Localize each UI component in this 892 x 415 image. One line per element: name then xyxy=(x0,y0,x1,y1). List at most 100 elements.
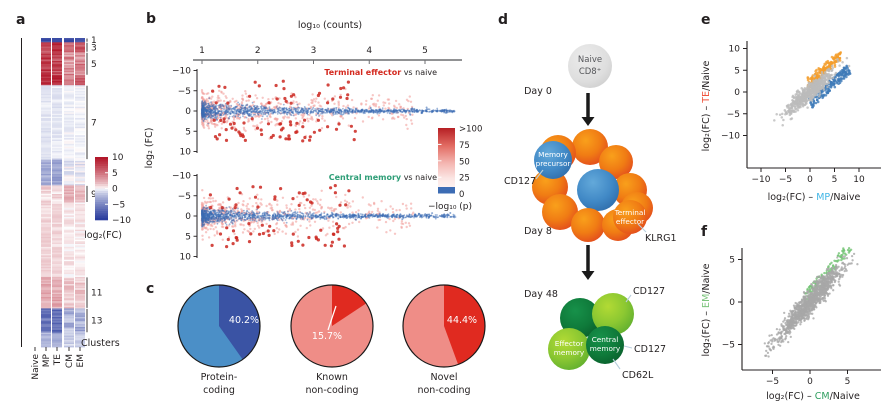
cluster-label: 1 xyxy=(91,36,97,46)
pie-caption: Novel xyxy=(430,372,457,383)
e-x-tick: −5 xyxy=(779,175,792,185)
e-y-tick: 0 xyxy=(734,88,740,98)
terminal-effector-label: Terminal xyxy=(614,208,646,217)
f-x-axis-label: log₂(FC) – CM/Naive xyxy=(766,391,860,402)
panel-a-letter: a xyxy=(16,12,26,28)
b-y-tick: −10 xyxy=(172,67,191,77)
naive-cell-label: Naive xyxy=(578,55,602,65)
cd127-top-label: CD127 xyxy=(633,286,665,297)
b-y-tick: −5 xyxy=(178,192,191,202)
e-y-tick: −10 xyxy=(721,132,740,142)
b-points-0 xyxy=(200,79,456,143)
colorbar-tick: 10 xyxy=(112,153,124,163)
b-x-tick: 5 xyxy=(422,46,428,56)
central-memory-sphere xyxy=(586,326,624,364)
b-y-tick: 5 xyxy=(185,232,191,242)
colorbar-tick: 5 xyxy=(112,169,118,179)
pie-caption: Protein- xyxy=(201,372,238,383)
pie-novel: 44.4% xyxy=(402,284,486,368)
panel-c-pie-charts: 40.2% Protein-coding 15.7% Known non-coding 4… xyxy=(177,284,486,396)
b-y-tick: −5 xyxy=(178,87,191,97)
b-y-axis-label: log₂ (FC) xyxy=(144,128,155,169)
panel-f-letter: f xyxy=(701,224,708,240)
naive-cell-sphere xyxy=(568,44,612,88)
panel-c-letter: c xyxy=(146,281,155,297)
cell-sphere xyxy=(560,298,600,338)
cluster-label: 7 xyxy=(91,118,97,128)
e-y-tick: −5 xyxy=(727,110,740,120)
f-y-tick: −5 xyxy=(722,341,735,351)
marker-line xyxy=(612,358,621,370)
b-legend-tick: 50 xyxy=(459,157,470,167)
effector-memory-sphere xyxy=(548,328,590,370)
clusters-caption: Clusters xyxy=(81,338,120,349)
column-label: CM xyxy=(65,354,75,368)
panel-b-letter: b xyxy=(146,11,157,27)
heatmap-cells xyxy=(30,38,85,348)
cd127-right-label: CD127 xyxy=(634,344,666,355)
e-x-axis-label: log₂(FC) – MP/Naive xyxy=(768,192,861,203)
b-y-tick: 10 xyxy=(180,148,192,158)
b-y-tick: 0 xyxy=(185,212,191,222)
pie-caption: coding xyxy=(203,385,235,396)
e-x-tick: 10 xyxy=(853,175,865,185)
pie-callout-line xyxy=(327,305,337,331)
b-x-axis-title: log₁₀ (counts) xyxy=(298,20,362,31)
e-x-tick: −10 xyxy=(752,175,771,185)
f-x-tick: 0 xyxy=(807,377,813,387)
day0-label: Day 0 xyxy=(524,86,552,97)
e-x-tick: 5 xyxy=(832,175,838,185)
klrg1-label: KLRG1 xyxy=(645,233,677,244)
column-label: TE xyxy=(53,354,63,366)
marker-line xyxy=(625,294,632,303)
marker-line xyxy=(637,223,647,233)
column-label: Naive xyxy=(31,354,41,380)
cluster-label: 3 xyxy=(91,43,97,53)
cluster-label: 5 xyxy=(91,60,97,70)
f-y-axis-label: log₂(FC) – EM/Naive xyxy=(701,263,712,356)
f-points xyxy=(763,247,859,358)
cluster-label: 13 xyxy=(91,317,102,327)
column-label: MP xyxy=(42,353,52,367)
colorbar-label: log₂(FC) xyxy=(84,230,122,241)
effector-memory-label: memory xyxy=(554,348,585,357)
e-x-tick: 0 xyxy=(807,175,813,185)
b-y-tick: 10 xyxy=(180,253,192,263)
memory-precursor-label: Memory xyxy=(538,150,568,159)
pie-caption: Known xyxy=(316,372,348,383)
b-legend-tick: 0 xyxy=(459,190,464,200)
f-y-tick: 0 xyxy=(729,298,735,308)
arrow-head xyxy=(581,271,595,280)
b-legend-tick: >100 xyxy=(459,125,482,135)
terminal-effector-label: effector xyxy=(616,217,644,226)
terminal-effector-sphere xyxy=(613,200,647,234)
b-y-tick: 5 xyxy=(185,127,191,137)
b-comparison-label: Central memory vs naive xyxy=(329,173,437,182)
central-memory-label: memory xyxy=(590,344,621,353)
panel-e-letter: e xyxy=(701,12,711,28)
pie-slice xyxy=(219,285,260,360)
cluster-label: 9 xyxy=(91,190,97,200)
b-x-tick: 3 xyxy=(311,46,317,56)
marker-line xyxy=(535,169,544,180)
central-memory-label: Central xyxy=(592,335,619,344)
b-pvalue-legend: >100 75 50 25 0 −log₁₀ (p) xyxy=(428,125,482,213)
pie-known: 15.7% xyxy=(290,284,374,368)
cd62l-label: CD62L xyxy=(622,370,654,381)
cell-sphere xyxy=(542,194,578,230)
f-y-tick: 5 xyxy=(729,256,735,266)
b-y-tick: −10 xyxy=(172,172,191,182)
effector-memory-label: Effector xyxy=(555,339,583,348)
heatmap-colorbar: 10 5 0 −5 −10 log₂(FC) xyxy=(84,153,131,241)
b-x-tick: 1 xyxy=(199,46,205,56)
cell-sphere xyxy=(599,145,633,179)
e-y-tick: 10 xyxy=(729,45,741,55)
effector-blue-sphere xyxy=(577,169,619,211)
f-x-tick: 5 xyxy=(845,377,851,387)
pie-percent-label: 40.2% xyxy=(229,315,259,326)
panel-f-scatter: 5 0 −5 −5 0 5 log₂(FC) – CM/Naive log₂(FC) – EM… xyxy=(701,247,881,402)
